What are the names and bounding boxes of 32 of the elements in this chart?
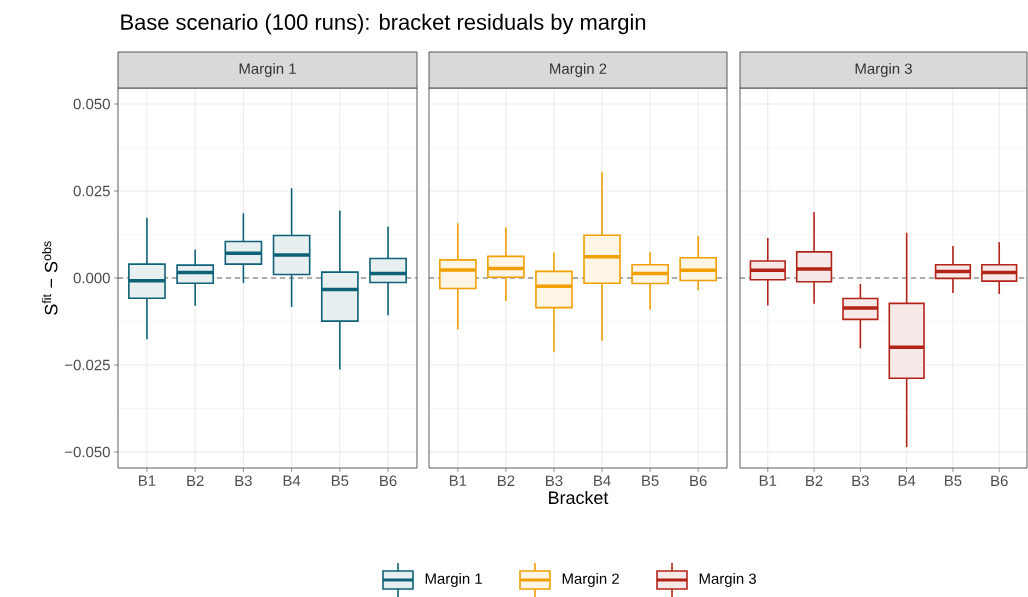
y-tick-label: 0.000 <box>73 272 110 284</box>
y-tick-label: −0.025 <box>65 359 110 371</box>
y-tick-label: −0.050 <box>65 446 110 458</box>
x-tick-label: B5 <box>945 475 962 486</box>
x-tick-label: B1 <box>449 475 467 486</box>
chart-title: Base scenario (100 runs): bracket residuals by margin <box>121 13 646 35</box>
x-tick-label: B5 <box>642 475 659 486</box>
legend-label: Margin 1 <box>425 573 482 587</box>
y-tick-label: 0.025 <box>73 185 110 197</box>
y-axis-title: S$^{fit}$ − S$^{obs}$ <box>42 241 58 315</box>
x-tick-label: B6 <box>991 475 1008 487</box>
y-tick-label: 0.050 <box>73 98 110 110</box>
x-tick-label: B5 <box>331 475 349 486</box>
text: Margin 3 <box>855 63 912 77</box>
x-tick-label: B3 <box>546 475 563 487</box>
x-tick-label: B2 <box>497 475 515 486</box>
x-tick-label: B1 <box>759 475 777 486</box>
x-tick-label: B4 <box>898 475 916 486</box>
x-tick-label: B6 <box>690 475 707 487</box>
x-tick-label: B3 <box>235 475 252 487</box>
x-tick-label: B3 <box>852 475 869 487</box>
x-tick-label: B2 <box>187 475 204 486</box>
x-tick-label: B1 <box>139 475 156 486</box>
x-tick-label: B4 <box>594 475 611 486</box>
x-tick-label: B2 <box>806 475 823 486</box>
legend-label: Margin 3 <box>699 573 756 587</box>
x-axis-title: Bracket <box>549 490 609 505</box>
text: Margin 1 <box>239 63 296 77</box>
legend-label: Margin 2 <box>562 573 619 587</box>
text: Margin 2 <box>550 63 607 77</box>
x-tick-label: B4 <box>283 475 301 486</box>
x-tick-label: B6 <box>380 475 397 487</box>
